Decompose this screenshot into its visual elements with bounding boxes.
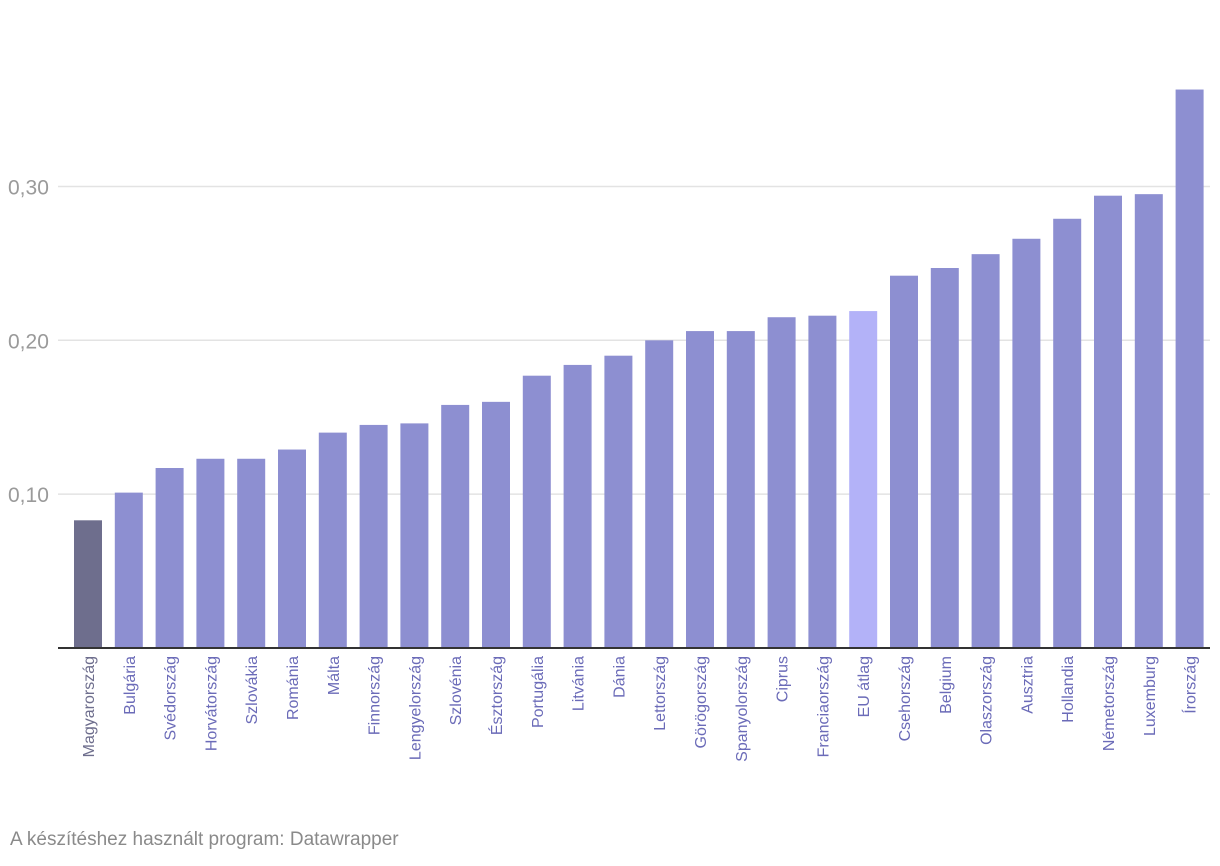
bar — [1134, 194, 1163, 648]
x-tick-label: Lengyelország — [407, 656, 424, 760]
x-tick-label: Magyarország — [81, 656, 98, 757]
y-tick-label: 0,20 — [8, 330, 49, 353]
bar — [318, 432, 347, 648]
x-tick-label: Hollandia — [1060, 656, 1077, 723]
y-tick-label: 0,30 — [8, 176, 49, 199]
bar — [686, 331, 714, 648]
x-tick-label: Szlovákia — [244, 656, 261, 725]
x-tick-label: Csehország — [897, 656, 914, 741]
bar — [767, 317, 796, 648]
x-tick-label: Románia — [285, 656, 302, 720]
x-tick-label: Írország — [1181, 656, 1200, 714]
x-tick-label: Ausztria — [1019, 656, 1036, 714]
bar — [645, 340, 674, 648]
x-tick-label: Litvánia — [571, 656, 588, 711]
bar — [849, 311, 878, 648]
x-tick-label: Ciprus — [775, 656, 792, 702]
bar — [441, 404, 470, 648]
x-tick-label: Franciaország — [815, 656, 832, 757]
bar — [971, 254, 1000, 648]
bar — [1094, 195, 1122, 648]
x-tick-label: Horvátország — [203, 656, 220, 751]
bar — [1175, 89, 1204, 649]
bar — [74, 520, 102, 648]
x-tick-label: Luxemburg — [1142, 656, 1159, 736]
x-tick-label: Portugália — [530, 656, 547, 728]
bar — [359, 424, 388, 648]
source-footer: A készítéshez használt program: Datawrap… — [10, 829, 399, 850]
bar — [1012, 238, 1041, 648]
bar-chart: 0,10 0,20 0,30 Magyarország Bulgária Svédors… — [8, 89, 1210, 762]
bar — [604, 355, 633, 648]
y-tick-label: 0,10 — [8, 484, 49, 507]
bar — [563, 364, 592, 648]
bar — [400, 423, 429, 648]
x-tick-label: EU átlag — [856, 656, 873, 717]
bar — [237, 458, 266, 648]
bar — [808, 315, 837, 648]
x-tick-label: Finnország — [367, 656, 384, 735]
x-tick-label: Görögország — [693, 656, 710, 749]
bar — [482, 401, 510, 648]
bar — [278, 449, 306, 648]
x-tick-label: Bulgária — [122, 656, 139, 715]
bar — [1053, 218, 1082, 648]
bar — [114, 492, 143, 648]
bar — [196, 458, 225, 648]
bar — [155, 468, 184, 648]
x-tick-label: Észtország — [487, 656, 506, 735]
bar — [522, 375, 551, 648]
x-tick-label: Dánia — [611, 656, 628, 698]
x-tick-label: Lettország — [652, 656, 669, 731]
bar — [930, 268, 959, 648]
x-tick-label: Olaszország — [979, 656, 996, 745]
x-tick-label: Szlovénia — [448, 656, 465, 725]
x-axis-labels: Magyarország Bulgária Svédország Horvátorsz… — [81, 656, 1200, 762]
x-tick-label: Németország — [1101, 656, 1118, 751]
bar — [890, 275, 918, 648]
x-tick-label: Svédország — [163, 656, 180, 741]
x-tick-label: Spanyolország — [734, 656, 751, 762]
bar — [726, 331, 755, 648]
bars — [74, 89, 1204, 649]
x-tick-label: Belgium — [938, 656, 955, 714]
x-tick-label: Málta — [326, 656, 343, 695]
